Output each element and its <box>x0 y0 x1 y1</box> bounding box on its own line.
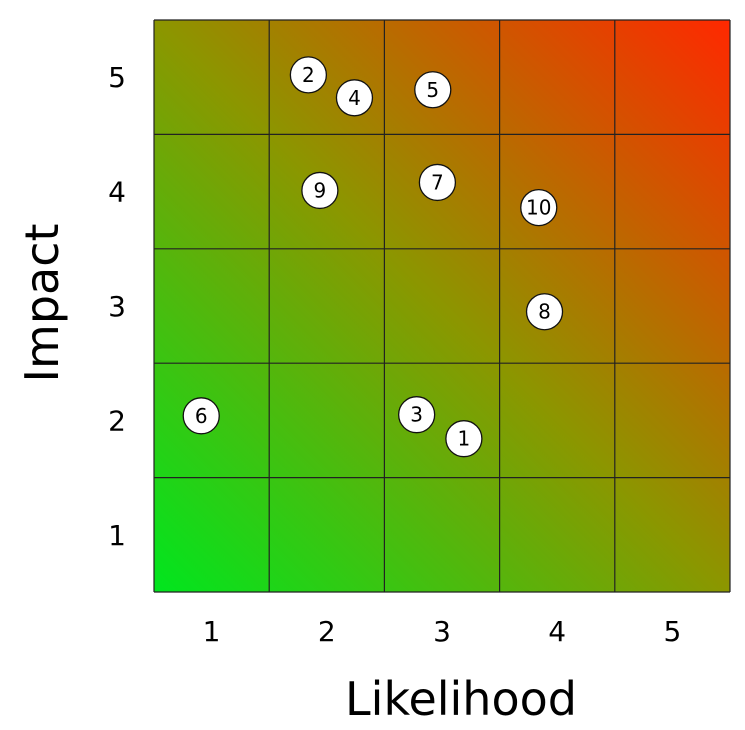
risk-point: 5 <box>414 71 452 109</box>
risk-point: 1 <box>445 420 483 458</box>
x-axis-ticks: 1 2 3 4 5 <box>203 615 682 648</box>
risk-point-marker <box>398 396 436 434</box>
y-tick-label: 1 <box>108 519 126 552</box>
y-tick-label: 4 <box>108 176 126 209</box>
risk-point-label: 4 <box>348 86 361 110</box>
risk-point-label: 2 <box>302 63 315 87</box>
risk-point-marker <box>301 171 339 210</box>
risk-point-label: 9 <box>314 178 327 202</box>
risk-point: 3 <box>398 396 436 434</box>
risk-point-marker <box>445 420 483 458</box>
risk-point-marker <box>335 79 374 117</box>
risk-point: 4 <box>335 79 374 117</box>
risk-point-label: 1 <box>458 427 471 451</box>
risk-point: 8 <box>525 293 564 331</box>
x-tick-label: 1 <box>203 615 221 648</box>
risk-point: 9 <box>301 171 339 210</box>
risk-point: 10 <box>520 188 558 227</box>
risk-point-marker <box>525 293 564 331</box>
risk-point: 7 <box>418 163 457 202</box>
y-axis-ticks: 1 2 3 4 5 <box>108 61 126 552</box>
risk-points: 1 2 3 4 5 6 7 8 9 10 <box>182 56 564 458</box>
y-axis-label: Impact <box>15 223 69 382</box>
risk-point: 6 <box>182 397 220 435</box>
y-tick-label: 5 <box>108 61 126 94</box>
risk-point-marker <box>289 56 328 94</box>
y-tick-label: 3 <box>108 290 126 323</box>
y-tick-label: 2 <box>108 404 126 437</box>
x-tick-label: 2 <box>318 615 336 648</box>
risk-point-label: 8 <box>538 300 551 324</box>
grid-lines <box>153 19 731 593</box>
x-tick-label: 3 <box>433 615 451 648</box>
risk-point-label: 3 <box>410 403 423 427</box>
risk-point-label: 6 <box>195 404 208 428</box>
x-tick-label: 4 <box>548 615 566 648</box>
x-axis-label: Likelihood <box>345 672 577 726</box>
risk-point-label: 7 <box>431 170 444 194</box>
risk-point-marker <box>414 71 452 109</box>
risk-point-label: 5 <box>426 78 439 102</box>
risk-point: 2 <box>289 56 328 94</box>
risk-point-label: 10 <box>526 196 551 220</box>
risk-point-marker <box>418 163 457 202</box>
risk-point-marker <box>182 397 220 435</box>
plot-background <box>154 20 730 592</box>
risk-point-marker <box>520 188 558 227</box>
x-tick-label: 5 <box>663 615 681 648</box>
